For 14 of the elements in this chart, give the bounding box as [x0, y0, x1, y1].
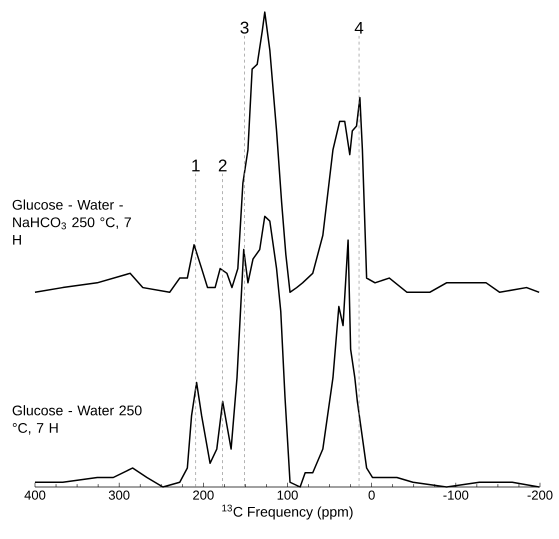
x-tick-label: -100: [443, 490, 468, 500]
annotation: 4: [354, 22, 364, 34]
x-tick-label: -200: [528, 490, 552, 500]
x-tick-label: 400: [24, 490, 46, 500]
text: Glucose - Water -NaHCO$_{3}$ 250 °C, 7 H: [12, 199, 131, 245]
x-tick-label: 100: [278, 490, 298, 500]
x-tick-label: 300: [108, 490, 130, 500]
annotation: 1: [192, 160, 200, 172]
x-axis-title: $^{13}$C Frequency (ppm): [222, 504, 353, 520]
x-tick-label: 200: [193, 490, 214, 500]
annotation: 2: [218, 160, 227, 172]
text: Glucose - Water 250 °C, 7 H: [12, 405, 142, 435]
annotation: 3: [240, 22, 249, 34]
x-tick-label: 0: [368, 490, 375, 500]
